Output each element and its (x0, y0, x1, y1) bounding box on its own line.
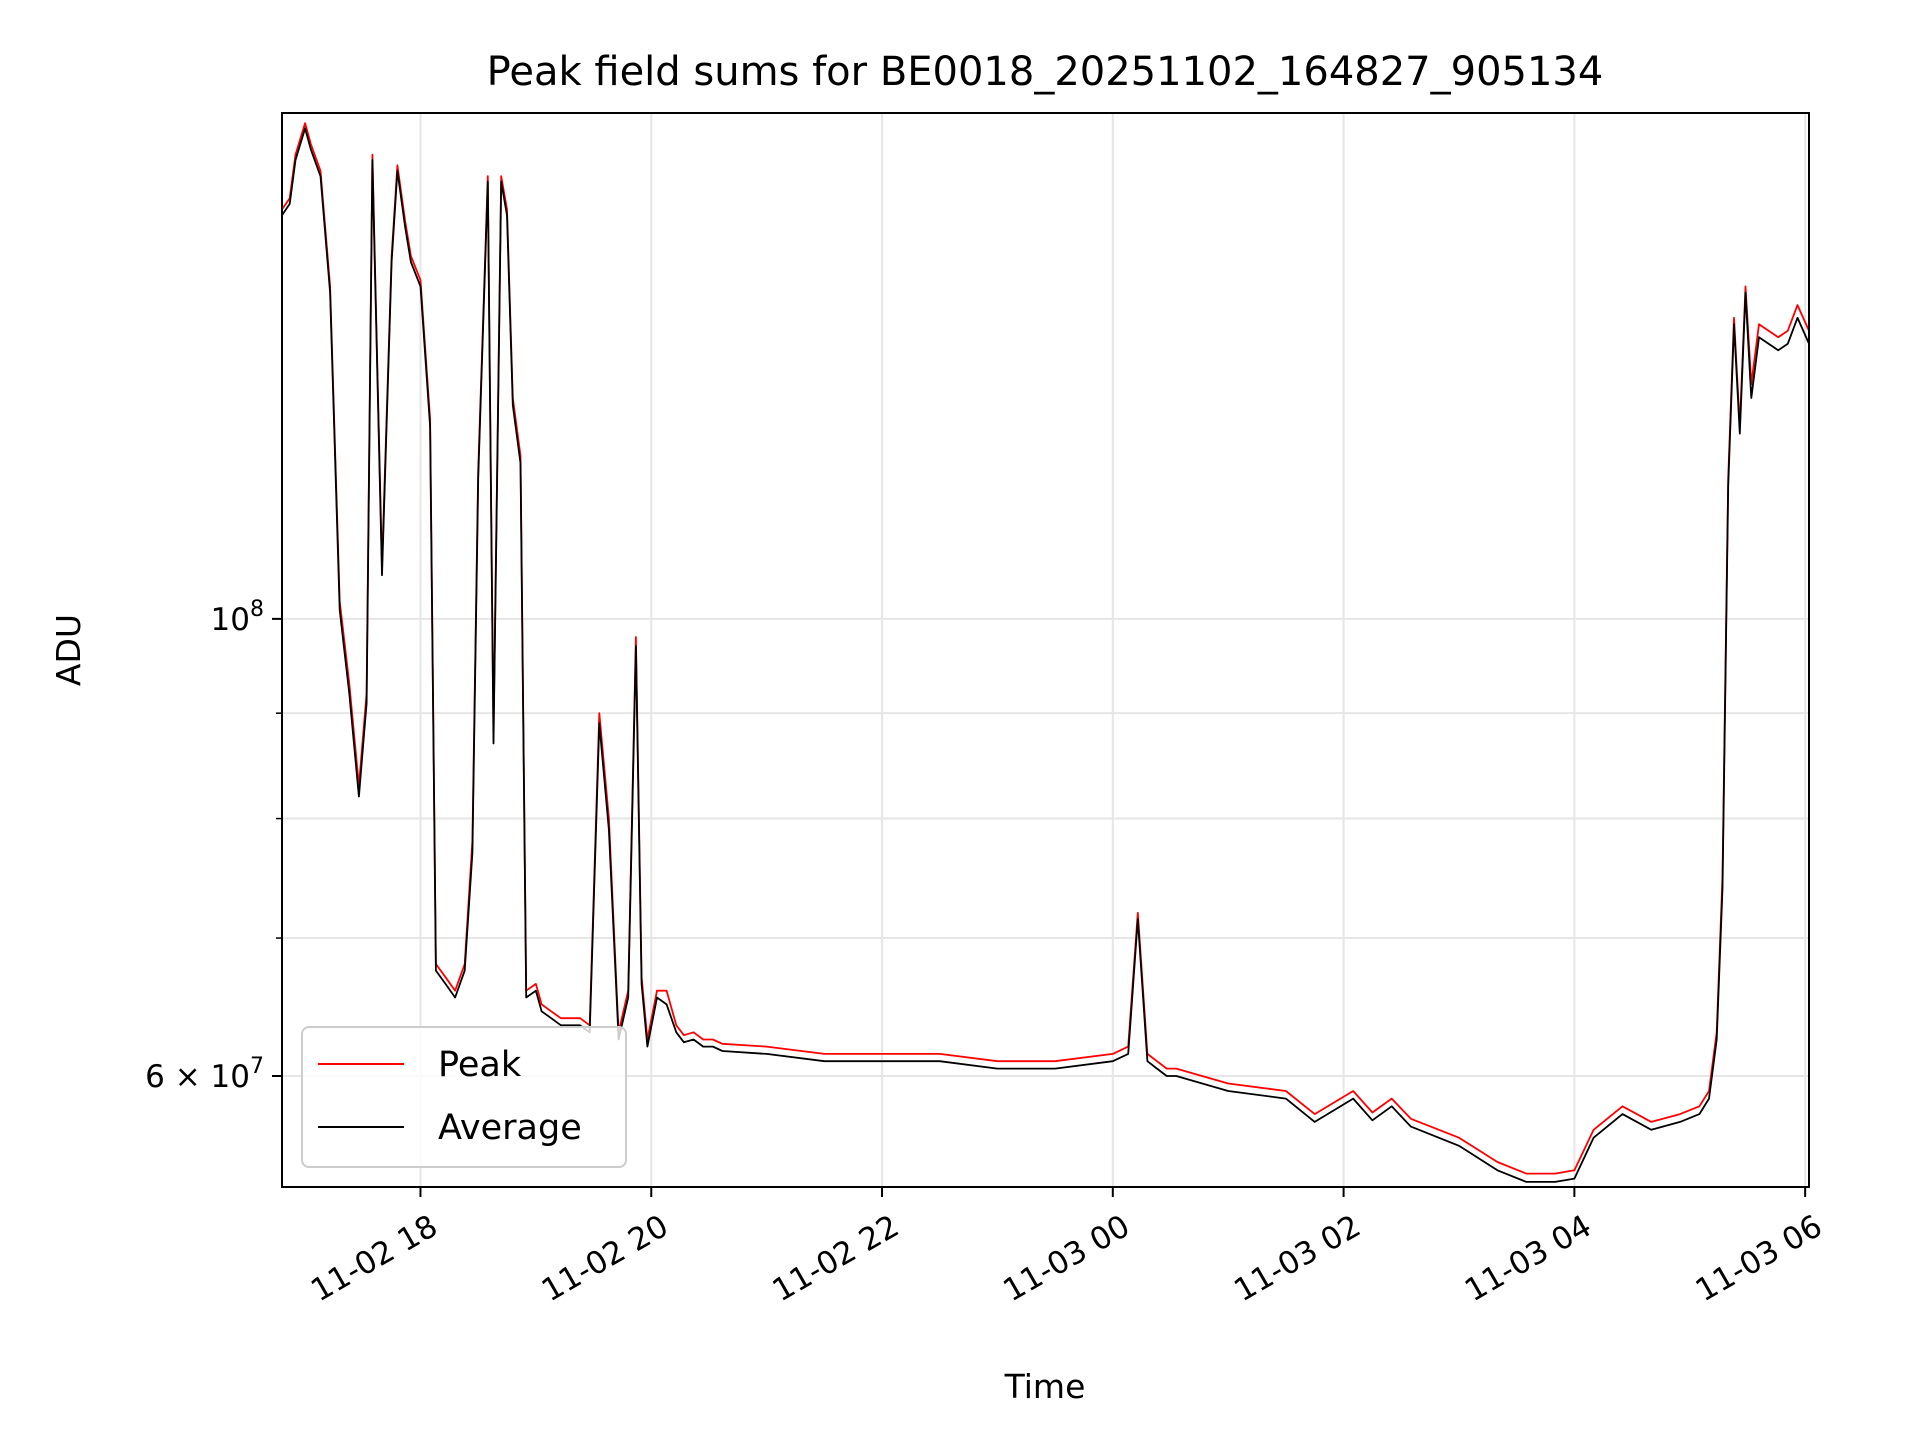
legend: Peak Average (301, 1026, 627, 1168)
y-tick-label-exponent: 8 (250, 597, 264, 622)
grid (282, 113, 1809, 1187)
y-tick-label-base: 10 (211, 602, 250, 638)
legend-label-peak: Peak (438, 1045, 522, 1085)
plot-lines (281, 122, 1810, 1183)
series-line-average (281, 127, 1810, 1183)
y-tick-label-exponent: 7 (250, 1054, 264, 1079)
y-axis-label: ADU (49, 614, 88, 686)
chart-title: Peak field sums for BE0018_20251102_1648… (487, 49, 1604, 95)
y-tick-label: 108 (211, 597, 264, 638)
y-tick-label-base: 6 × 10 (145, 1059, 250, 1095)
series-line-peak (281, 122, 1810, 1175)
plot-frame (281, 112, 1810, 1188)
legend-frame (301, 1026, 627, 1168)
legend-label-average: Average (438, 1108, 582, 1148)
x-axis-label: Time (1004, 1367, 1086, 1406)
y-tick-label: 6 × 107 (145, 1054, 264, 1095)
